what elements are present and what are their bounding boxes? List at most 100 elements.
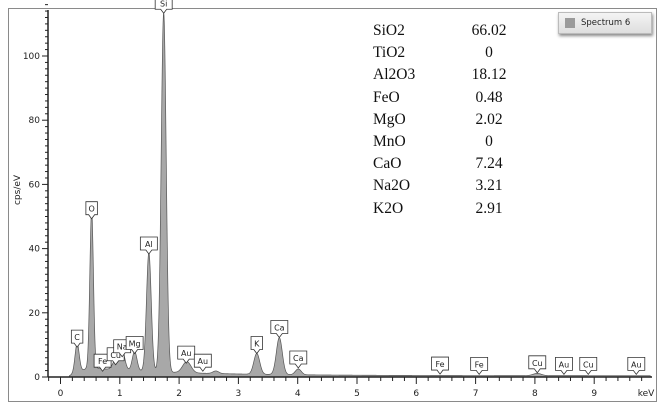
- peak-label-au: Au: [627, 356, 646, 376]
- legend-label: Spectrum 6: [581, 18, 631, 28]
- composition-row: TiO2 0: [373, 44, 519, 66]
- label-text: C: [74, 333, 80, 342]
- oxide-value: 2.02: [475, 110, 503, 128]
- composition-row: FeO 0.48: [373, 89, 519, 111]
- label-box: [528, 355, 547, 374]
- label-box: [125, 336, 144, 355]
- oxide-value: 3.21: [475, 177, 503, 195]
- x-tick-label: 2: [176, 389, 182, 399]
- peak-label-si: Si: [154, 0, 173, 14]
- label-text: Cu: [583, 360, 594, 369]
- label-box: [579, 356, 598, 376]
- y-axis-label: cps/eV: [13, 174, 23, 205]
- label-text: Ca: [274, 323, 285, 332]
- spectrum-area: [48, 12, 651, 378]
- oxide-name: Al2O3: [373, 66, 416, 84]
- label-text: Fe: [98, 357, 107, 366]
- label-text: Fe: [475, 360, 484, 369]
- oxide-name: CaO: [373, 155, 402, 173]
- oxide-value: 66.02: [471, 22, 507, 39]
- oxide-name: MnO: [373, 132, 406, 150]
- peak-label-au: Au: [555, 356, 573, 376]
- label-box: [470, 356, 489, 376]
- label-box: [555, 356, 573, 376]
- label-text: Au: [631, 360, 642, 369]
- peak-label-k: K: [250, 336, 263, 355]
- oxide-name: TiO2: [373, 44, 406, 62]
- label-box: [289, 350, 308, 369]
- x-axis-label: keV: [638, 389, 655, 399]
- label-text: Na: [117, 343, 128, 352]
- peak-label-c: C: [70, 329, 84, 348]
- label-text: Cu: [532, 359, 543, 368]
- peak-label-au: Au: [177, 345, 196, 364]
- peak-label-fe: Fe: [431, 356, 449, 375]
- label-box: [193, 353, 212, 372]
- label-box: [270, 320, 289, 339]
- x-tick-label: 3: [236, 389, 242, 399]
- label-text: O: [88, 205, 94, 214]
- label-text: Fe: [435, 360, 444, 369]
- label-text: Al: [145, 240, 153, 249]
- x-tick-label: 5: [354, 389, 360, 399]
- label-box: [70, 329, 84, 348]
- label-box: [431, 356, 449, 375]
- peak-label-fe: Fe: [470, 356, 489, 376]
- composition-table: SiO2 66.02 TiO2 0 Al2O3 18.12 FeO 0.48 MgO 2.02 Mn…: [373, 22, 519, 222]
- y-tick-label: 100: [23, 52, 40, 62]
- oxide-name: Na2O: [373, 177, 411, 195]
- composition-row: MnO 0: [373, 133, 519, 155]
- label-box: [139, 236, 158, 255]
- peak-label-al: Al: [139, 236, 158, 255]
- composition-row: Al2O3 18.12: [373, 66, 519, 88]
- x-tick-label: 9: [591, 389, 597, 399]
- composition-row: SiO2 66.02: [373, 22, 519, 44]
- x-tick-label: 4: [295, 389, 301, 399]
- label-text: Au: [198, 357, 209, 366]
- x-tick-label: 8: [532, 389, 538, 399]
- composition-row: Na2O 3.21: [373, 177, 519, 199]
- peak-label-o: O: [85, 201, 98, 220]
- peak-label-ca: Ca: [270, 320, 289, 339]
- oxide-value: 18.12: [471, 66, 507, 84]
- label-text: Mg: [129, 340, 141, 349]
- oxide-name: FeO: [373, 88, 400, 106]
- peak-label-cu: Cu: [579, 356, 598, 376]
- label-box: [177, 345, 196, 364]
- y-tick-label: 0: [34, 373, 40, 383]
- label-text: Au: [559, 360, 570, 369]
- oxide-value: 0: [485, 132, 493, 150]
- x-tick-label: 1: [117, 389, 123, 399]
- legend[interactable]: Spectrum 6: [558, 12, 652, 34]
- peak-label-mg: Mg: [125, 336, 144, 355]
- oxide-value: 0.48: [475, 88, 503, 106]
- y-tick-label: 80: [29, 116, 41, 126]
- label-text: Ca: [293, 354, 304, 363]
- oxide-name: SiO2: [373, 22, 405, 39]
- label-box: [154, 0, 173, 14]
- oxide-name: MgO: [373, 110, 406, 128]
- oxide-value: 0: [485, 44, 493, 62]
- composition-row: K2O 2.91: [373, 200, 519, 222]
- chart-frame: [8, 8, 657, 402]
- peak-label-au: Au: [193, 353, 212, 372]
- oxide-value: 2.91: [475, 199, 503, 217]
- peak-label-cu: Cu: [528, 355, 547, 374]
- composition-row: CaO 7.24: [373, 155, 519, 177]
- y-tick-label: 60: [29, 180, 41, 190]
- label-text: Au: [181, 349, 192, 358]
- x-tick-label: 0: [58, 389, 64, 399]
- label-text: Cu: [110, 351, 121, 360]
- label-box: [250, 336, 263, 355]
- x-tick-label: 7: [473, 389, 479, 399]
- x-tick-label: 6: [413, 389, 419, 399]
- composition-row: MgO 2.02: [373, 111, 519, 133]
- y-tick-label: 20: [29, 309, 41, 319]
- peak-label-ca: Ca: [289, 350, 308, 369]
- label-text: Si: [160, 0, 167, 8]
- legend-swatch: [565, 18, 575, 28]
- oxide-name: K2O: [373, 199, 404, 217]
- y-tick-label: 40: [29, 245, 41, 255]
- oxide-value: 7.24: [475, 155, 503, 173]
